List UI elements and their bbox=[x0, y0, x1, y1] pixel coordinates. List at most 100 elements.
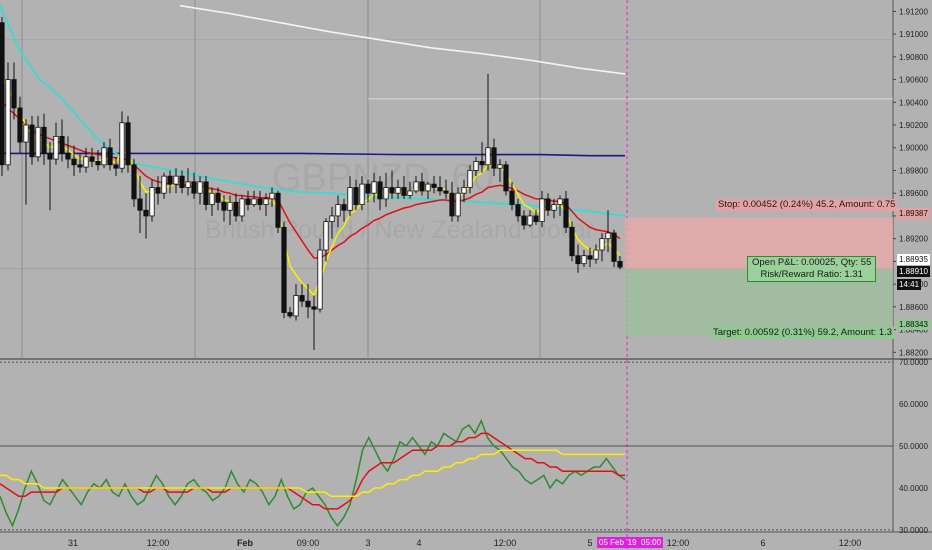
candle[interactable] bbox=[125, 115, 131, 173]
candle[interactable] bbox=[329, 206, 335, 239]
candle[interactable] bbox=[551, 198, 557, 219]
candle[interactable] bbox=[353, 179, 359, 211]
candle[interactable] bbox=[485, 73, 491, 171]
candle[interactable] bbox=[617, 255, 623, 270]
candle[interactable] bbox=[167, 170, 173, 194]
candle[interactable] bbox=[467, 164, 473, 194]
candle[interactable] bbox=[419, 172, 425, 196]
candle[interactable] bbox=[149, 179, 155, 222]
candle[interactable] bbox=[383, 172, 389, 207]
candle[interactable] bbox=[29, 115, 35, 165]
candle[interactable] bbox=[503, 161, 509, 196]
candle[interactable] bbox=[461, 179, 467, 203]
candle[interactable] bbox=[5, 62, 11, 171]
candle[interactable] bbox=[203, 176, 209, 211]
candle[interactable] bbox=[131, 159, 137, 207]
candle[interactable] bbox=[197, 176, 203, 205]
oscillator-pane[interactable] bbox=[0, 361, 893, 531]
candle[interactable] bbox=[389, 170, 395, 199]
candle[interactable] bbox=[95, 150, 101, 171]
candle[interactable] bbox=[347, 176, 353, 216]
candle[interactable] bbox=[533, 210, 539, 226]
candle[interactable] bbox=[35, 115, 41, 162]
candle[interactable] bbox=[593, 244, 599, 264]
candle[interactable] bbox=[239, 195, 245, 222]
candle[interactable] bbox=[269, 187, 275, 207]
candle[interactable] bbox=[521, 210, 527, 230]
candle[interactable] bbox=[497, 159, 503, 182]
candle[interactable] bbox=[83, 147, 89, 173]
candle[interactable] bbox=[575, 244, 581, 273]
candle[interactable] bbox=[449, 181, 455, 222]
candle[interactable] bbox=[221, 195, 227, 222]
candle[interactable] bbox=[587, 247, 593, 268]
candle[interactable] bbox=[263, 193, 269, 216]
candle[interactable] bbox=[539, 190, 545, 228]
candle[interactable] bbox=[191, 172, 197, 199]
candle[interactable] bbox=[251, 190, 257, 207]
candle[interactable] bbox=[491, 138, 497, 177]
candle[interactable] bbox=[527, 210, 533, 228]
open-pnl-label[interactable]: Open P&L: 0.00025, Qty: 55 Risk/Reward R… bbox=[747, 256, 877, 282]
candle[interactable] bbox=[557, 195, 563, 216]
candle[interactable] bbox=[227, 195, 233, 226]
candle[interactable] bbox=[155, 176, 161, 205]
candle[interactable] bbox=[41, 113, 47, 165]
candle[interactable] bbox=[233, 193, 239, 222]
candle[interactable] bbox=[599, 232, 605, 262]
candle[interactable] bbox=[425, 181, 431, 199]
candle[interactable] bbox=[179, 170, 185, 194]
candle[interactable] bbox=[395, 179, 401, 199]
candle[interactable] bbox=[161, 172, 167, 199]
candle[interactable] bbox=[275, 190, 281, 233]
candle[interactable] bbox=[437, 176, 443, 196]
candle[interactable] bbox=[311, 295, 317, 351]
candle[interactable] bbox=[431, 176, 437, 194]
candle[interactable] bbox=[215, 187, 221, 211]
candle[interactable] bbox=[413, 176, 419, 194]
stop-label[interactable]: Stop: 0.00452 (0.24%) 45.2, Amount: 0.75 bbox=[716, 199, 898, 211]
candle[interactable] bbox=[605, 210, 611, 253]
candle[interactable] bbox=[317, 238, 323, 313]
candle[interactable] bbox=[377, 176, 383, 211]
candle[interactable] bbox=[101, 142, 107, 169]
candle[interactable] bbox=[455, 187, 461, 222]
candle[interactable] bbox=[569, 221, 575, 262]
candle[interactable] bbox=[299, 284, 305, 307]
candle[interactable] bbox=[407, 181, 413, 199]
candle[interactable] bbox=[401, 176, 407, 199]
candle[interactable] bbox=[17, 96, 23, 154]
candle[interactable] bbox=[59, 119, 65, 162]
candle[interactable] bbox=[341, 198, 347, 222]
candle[interactable] bbox=[443, 179, 449, 199]
candle[interactable] bbox=[107, 138, 113, 171]
candle[interactable] bbox=[119, 111, 125, 173]
candle[interactable] bbox=[89, 147, 95, 168]
candle[interactable] bbox=[257, 190, 263, 211]
candle[interactable] bbox=[581, 250, 587, 268]
candle[interactable] bbox=[287, 306, 293, 319]
candle[interactable] bbox=[281, 221, 287, 319]
candle[interactable] bbox=[11, 62, 17, 120]
candle[interactable] bbox=[53, 122, 59, 165]
candle[interactable] bbox=[563, 190, 569, 233]
candle[interactable] bbox=[509, 181, 515, 211]
candle[interactable] bbox=[143, 193, 149, 239]
candle[interactable] bbox=[293, 284, 299, 321]
candle[interactable] bbox=[185, 168, 191, 196]
candle[interactable] bbox=[371, 172, 377, 203]
candle[interactable] bbox=[323, 218, 329, 262]
candle[interactable] bbox=[77, 153, 83, 173]
candle[interactable] bbox=[65, 136, 71, 169]
candle[interactable] bbox=[0, 17, 5, 177]
candle[interactable] bbox=[47, 142, 53, 211]
candle[interactable] bbox=[305, 284, 311, 319]
candlesticks[interactable] bbox=[0, 17, 623, 351]
candle[interactable] bbox=[245, 190, 251, 211]
candle[interactable] bbox=[209, 187, 215, 216]
candle[interactable] bbox=[23, 119, 29, 205]
candle[interactable] bbox=[137, 176, 143, 233]
candle[interactable] bbox=[479, 142, 485, 173]
target-label[interactable]: Target: 0.00592 (0.31%) 59.2, Amount: 1.… bbox=[711, 327, 895, 339]
